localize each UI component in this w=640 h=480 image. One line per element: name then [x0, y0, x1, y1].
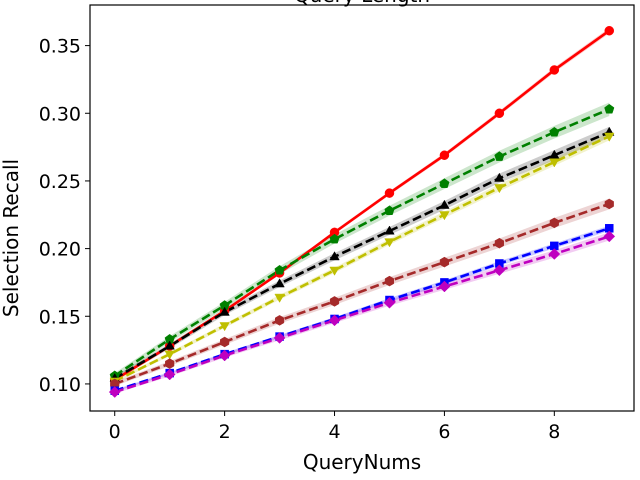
data-point — [549, 126, 560, 137]
data-point — [164, 340, 175, 350]
data-point — [220, 336, 230, 348]
data-point — [439, 211, 450, 221]
x-axis-label: QueryNums — [303, 450, 421, 474]
data-point — [329, 266, 340, 276]
data-point — [329, 296, 340, 307]
x-axis-ticks: 0 2 4 6 8 — [109, 411, 560, 443]
data-point — [494, 151, 505, 161]
y-tick-label: 0.30 — [39, 103, 81, 125]
series-points — [109, 126, 615, 383]
data-point — [549, 158, 560, 168]
data-point — [439, 199, 450, 209]
series-line — [114, 131, 610, 380]
y-tick-label: 0.10 — [39, 374, 81, 396]
data-point — [494, 172, 505, 182]
data-point — [604, 103, 615, 114]
data-point — [494, 237, 504, 249]
data-point — [439, 150, 450, 160]
x-tick-label: 4 — [328, 421, 340, 443]
y-tick-label: 0.25 — [39, 171, 81, 193]
data-point — [274, 278, 285, 288]
y-axis-ticks: 0.10 0.15 0.20 0.25 0.30 0.35 — [39, 36, 90, 396]
x-tick-label: 8 — [548, 421, 560, 443]
data-point — [328, 314, 341, 327]
data-point — [165, 358, 175, 369]
y-tick-label: 0.20 — [39, 239, 81, 261]
series-band — [114, 232, 610, 394]
y-axis-label: Selection Recall — [0, 159, 23, 317]
data-point — [275, 315, 285, 326]
series-lines — [114, 29, 611, 394]
series-line — [114, 108, 610, 377]
data-point — [604, 25, 615, 36]
data-point — [383, 296, 396, 309]
data-point — [329, 233, 340, 244]
data-point — [384, 205, 395, 215]
data-point — [384, 225, 395, 235]
data-point — [494, 108, 505, 119]
data-point — [439, 178, 450, 188]
x-tick-label: 6 — [438, 421, 450, 443]
data-point — [604, 132, 615, 142]
data-point — [219, 306, 230, 316]
data-point — [329, 251, 340, 261]
series-line — [114, 227, 610, 392]
confidence-bands — [114, 28, 610, 394]
data-point — [549, 217, 559, 229]
series-markers — [108, 25, 616, 398]
data-point — [218, 349, 231, 362]
data-point — [384, 238, 395, 248]
plot-frame — [89, 4, 635, 412]
data-point — [219, 322, 230, 332]
data-point — [274, 293, 285, 303]
series-line — [114, 235, 610, 394]
data-point — [439, 256, 449, 268]
series-points — [110, 198, 614, 390]
data-point — [548, 248, 561, 260]
data-point — [274, 264, 285, 275]
data-point — [163, 368, 176, 381]
y-tick-label: 0.35 — [39, 36, 81, 58]
series-points — [108, 230, 616, 398]
data-point — [438, 280, 451, 293]
chart-title: Query Length — [294, 0, 430, 7]
data-point — [549, 65, 560, 75]
data-point — [384, 275, 395, 287]
y-tick-label: 0.15 — [39, 306, 81, 328]
data-point — [164, 350, 175, 360]
x-tick-label: 2 — [219, 421, 231, 443]
data-point — [549, 149, 560, 159]
data-point — [494, 184, 505, 194]
series-line — [114, 135, 610, 383]
data-point — [108, 386, 121, 398]
data-point — [493, 264, 506, 277]
data-point — [273, 332, 286, 344]
data-point — [603, 230, 616, 243]
x-tick-label: 0 — [109, 421, 121, 443]
series-line — [114, 202, 610, 386]
data-point — [384, 188, 395, 198]
data-point — [604, 198, 614, 210]
series-band — [114, 132, 610, 383]
